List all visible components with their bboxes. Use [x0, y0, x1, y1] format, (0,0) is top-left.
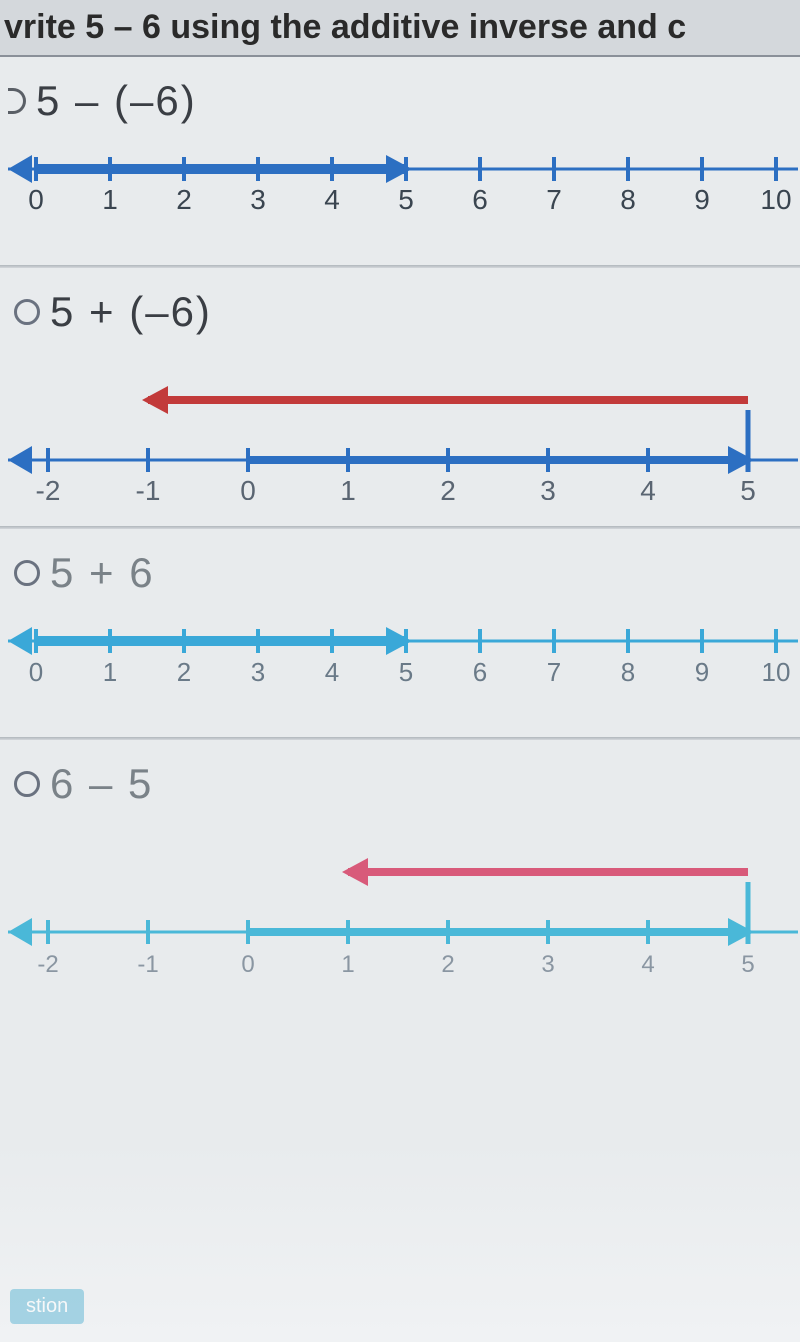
svg-text:4: 4	[640, 475, 656, 500]
svg-text:4: 4	[641, 951, 654, 972]
svg-text:5: 5	[399, 657, 413, 687]
svg-text:1: 1	[341, 951, 354, 972]
numberline-b: -2-1012345	[8, 350, 800, 490]
radio-icon[interactable]	[8, 88, 26, 114]
svg-text:0: 0	[241, 951, 254, 972]
svg-text:9: 9	[694, 184, 710, 215]
svg-text:6: 6	[472, 184, 488, 215]
numberline-d: -2-1012345	[8, 822, 800, 962]
svg-text:3: 3	[540, 475, 556, 500]
svg-text:-2: -2	[37, 951, 58, 972]
svg-text:1: 1	[340, 475, 356, 500]
svg-text:2: 2	[441, 951, 454, 972]
svg-text:2: 2	[177, 657, 191, 687]
svg-text:8: 8	[620, 184, 636, 215]
divider	[0, 265, 800, 268]
svg-text:10: 10	[760, 184, 791, 215]
svg-text:0: 0	[240, 475, 256, 500]
svg-text:4: 4	[324, 184, 340, 215]
svg-text:0: 0	[28, 184, 44, 215]
svg-text:5: 5	[398, 184, 414, 215]
next-button[interactable]: stion	[10, 1289, 84, 1324]
svg-text:-1: -1	[137, 951, 158, 972]
expression-d: 6 – 5	[50, 760, 153, 808]
option-c[interactable]: 5 + 6 0 1 2 3 4 5 6 7 8 9 10	[0, 549, 800, 701]
option-d[interactable]: 6 – 5 -2-1012345	[0, 760, 800, 962]
radio-icon[interactable]	[14, 299, 40, 325]
option-a[interactable]: 5 – (–6) 0 1 2 3 4 5 6 7 8 9 10	[0, 77, 800, 229]
svg-text:7: 7	[547, 657, 561, 687]
svg-text:3: 3	[250, 184, 266, 215]
numberline-c: 0 1 2 3 4 5 6 7 8 9 10	[8, 611, 800, 701]
svg-text:6: 6	[473, 657, 487, 687]
divider	[0, 737, 800, 740]
svg-text:4: 4	[325, 657, 339, 687]
bottom-gradient	[0, 1142, 800, 1342]
svg-text:3: 3	[251, 657, 265, 687]
svg-text:2: 2	[176, 184, 192, 215]
radio-icon[interactable]	[14, 771, 40, 797]
expression-b: 5 + (–6)	[50, 288, 212, 336]
radio-icon[interactable]	[14, 560, 40, 586]
expression-c: 5 + 6	[50, 549, 155, 597]
svg-text:-1: -1	[136, 475, 161, 500]
divider	[0, 526, 800, 529]
svg-text:10: 10	[762, 657, 791, 687]
svg-text:0: 0	[29, 657, 43, 687]
svg-text:7: 7	[546, 184, 562, 215]
svg-text:1: 1	[103, 657, 117, 687]
options-container: 5 – (–6) 012345678910 5 + (–6) -2-101234…	[0, 57, 800, 962]
svg-text:3: 3	[541, 951, 554, 972]
option-b[interactable]: 5 + (–6) -2-1012345	[0, 288, 800, 490]
svg-text:8: 8	[621, 657, 635, 687]
svg-text:2: 2	[440, 475, 456, 500]
svg-text:-2: -2	[36, 475, 61, 500]
svg-text:1: 1	[102, 184, 118, 215]
question-text: vrite 5 – 6 using the additive inverse a…	[0, 0, 800, 57]
svg-text:5: 5	[740, 475, 756, 500]
expression-a: 5 – (–6)	[36, 77, 197, 125]
svg-text:5: 5	[741, 951, 754, 972]
numberline-a: 0 1 2 3 4 5 6 7 8 9 10	[8, 139, 800, 229]
svg-text:9: 9	[695, 657, 709, 687]
